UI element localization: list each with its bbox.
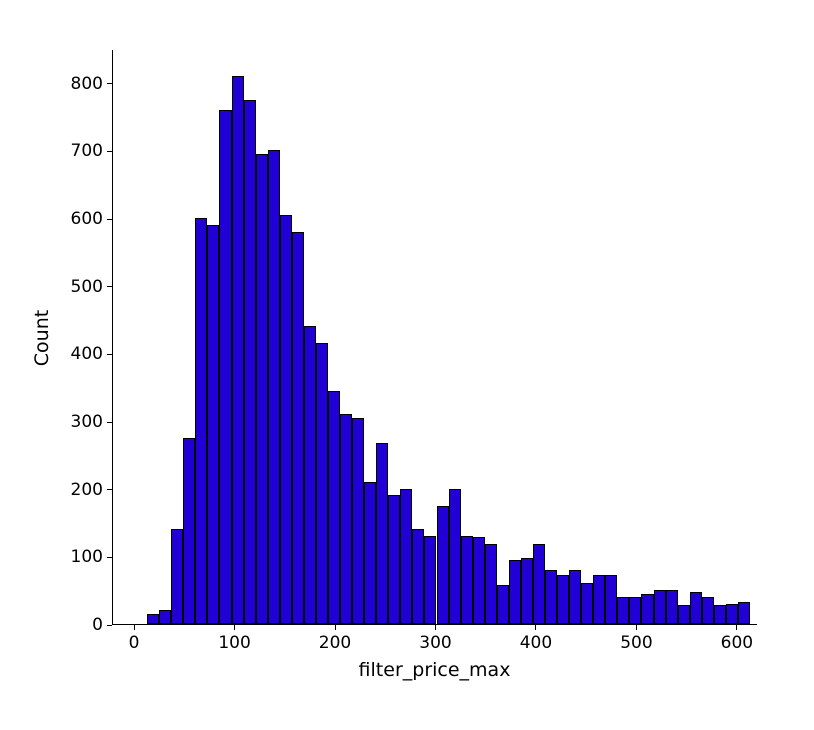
histogram-bar (171, 529, 183, 624)
histogram-bar (569, 570, 581, 624)
histogram-bar (545, 570, 557, 624)
x-tick-mark (134, 625, 135, 630)
histogram-bar (509, 560, 521, 624)
histogram-bar (605, 575, 617, 624)
x-tick-label: 600 (721, 633, 753, 653)
histogram-bar (437, 506, 449, 624)
y-tick-mark (107, 83, 112, 84)
histogram-bar (702, 597, 714, 624)
histogram-bar (268, 150, 280, 624)
y-tick-label: 100 (71, 547, 103, 567)
x-tick-label: 300 (419, 633, 451, 653)
y-tick-mark (107, 625, 112, 626)
histogram-bar (424, 536, 436, 624)
histogram-bar (738, 602, 750, 624)
histogram-bar (147, 614, 159, 624)
histogram-bar (352, 418, 364, 624)
histogram-bar (617, 597, 629, 624)
histogram-bar (292, 232, 304, 624)
histogram-bar (159, 610, 171, 624)
x-tick-mark (234, 625, 235, 630)
histogram-bar (364, 482, 376, 624)
x-tick-mark (636, 625, 637, 630)
plot-area (112, 50, 757, 625)
x-tick-label: 200 (319, 633, 351, 653)
y-tick-label: 0 (92, 615, 103, 635)
y-tick-mark (107, 286, 112, 287)
x-tick-label: 0 (129, 633, 140, 653)
y-tick-mark (107, 219, 112, 220)
y-tick-mark (107, 557, 112, 558)
x-tick-mark (535, 625, 536, 630)
histogram-bar (195, 218, 207, 624)
histogram-bar (219, 110, 231, 624)
histogram-bar (316, 343, 328, 624)
y-tick-label: 700 (71, 141, 103, 161)
histogram-bar (449, 489, 461, 624)
x-tick-label: 400 (520, 633, 552, 653)
histogram-bar (400, 489, 412, 624)
histogram-bar (678, 605, 690, 624)
histogram-chart: Count filter_price_max 0 100 200 300 400 500 6… (0, 0, 814, 730)
histogram-bar (256, 154, 268, 624)
y-tick-label: 800 (71, 74, 103, 94)
histogram-bar (581, 583, 593, 624)
y-tick-mark (107, 354, 112, 355)
y-tick-label: 300 (71, 412, 103, 432)
histogram-bar (461, 536, 473, 624)
histogram-bar (557, 575, 569, 624)
histogram-bar (388, 495, 400, 624)
histogram-bar (690, 592, 702, 624)
histogram-bar (183, 438, 195, 624)
histogram-bar (376, 443, 388, 624)
y-tick-label: 600 (71, 209, 103, 229)
histogram-bar (533, 544, 545, 624)
histogram-bar (714, 605, 726, 624)
x-tick-mark (435, 625, 436, 630)
histogram-bar (629, 597, 641, 624)
x-tick-label: 100 (218, 633, 250, 653)
y-tick-mark (107, 489, 112, 490)
x-tick-mark (335, 625, 336, 630)
histogram-bar (328, 391, 340, 624)
histogram-bar (412, 529, 424, 624)
y-tick-label: 200 (71, 480, 103, 500)
histogram-bar (485, 544, 497, 624)
histogram-bar (473, 537, 485, 624)
y-tick-label: 500 (71, 277, 103, 297)
y-axis-label: Count (31, 309, 53, 365)
x-tick-label: 500 (620, 633, 652, 653)
histogram-bar (654, 590, 666, 624)
histogram-bar (726, 604, 738, 624)
histogram-bar (304, 326, 316, 624)
y-tick-label: 400 (71, 344, 103, 364)
histogram-bar (280, 215, 292, 624)
histogram-bar (232, 76, 244, 624)
histogram-bar (666, 590, 678, 624)
x-tick-mark (736, 625, 737, 630)
y-tick-mark (107, 151, 112, 152)
x-axis-label: filter_price_max (359, 659, 511, 681)
histogram-bar (207, 225, 219, 624)
histogram-bar (593, 575, 605, 624)
histogram-bar (641, 594, 653, 624)
histogram-bar (497, 585, 509, 624)
histogram-bar (340, 414, 352, 624)
histogram-bar (244, 100, 256, 624)
histogram-bar (521, 558, 533, 624)
y-tick-mark (107, 422, 112, 423)
